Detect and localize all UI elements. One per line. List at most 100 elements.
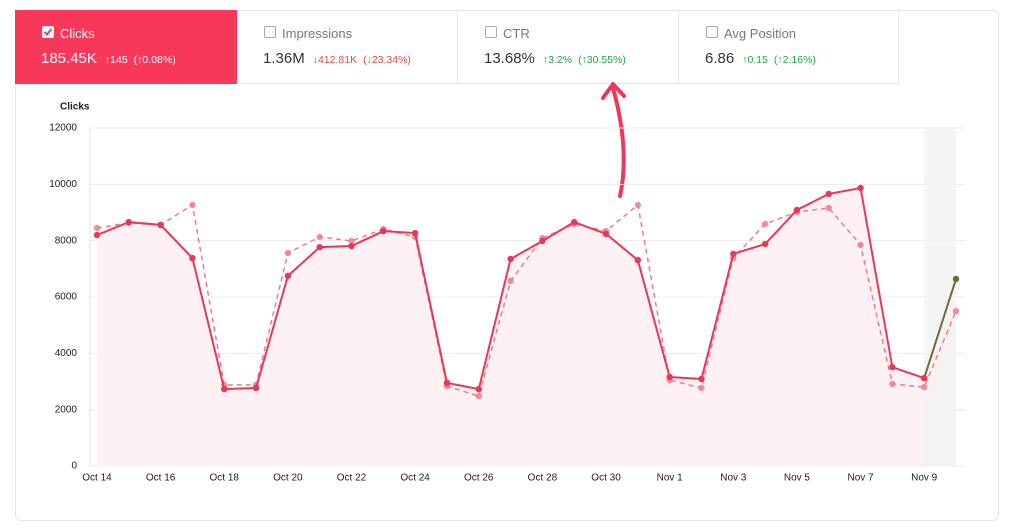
point: [284, 249, 292, 257]
metric-change: ↑145: [104, 54, 128, 66]
checkbox[interactable]: [485, 26, 497, 38]
metric-number: 185.45K: [41, 50, 97, 67]
point: [920, 374, 928, 382]
point: [825, 204, 832, 212]
point: [889, 380, 896, 388]
point: [571, 218, 578, 226]
point: [761, 220, 769, 228]
y-tick-label: 10000: [49, 179, 77, 190]
point: [761, 240, 769, 248]
point: [698, 384, 705, 392]
point: [125, 218, 133, 226]
point: [857, 184, 864, 192]
annotation-arrow: [611, 86, 626, 198]
x-tick-label: Oct 24: [400, 473, 430, 484]
y-tick-label: 12000: [49, 123, 77, 134]
metric-change: ↓412.81K: [312, 54, 358, 66]
point: [634, 201, 642, 209]
metric-number: 13.68%: [484, 50, 535, 67]
point: [252, 384, 260, 392]
metric-change: ↑3.2%: [542, 54, 573, 66]
y-tick-label: 4000: [55, 348, 78, 359]
metric-value: 185.45K ↑145 (↑0.08%): [41, 50, 176, 67]
metric-value: 6.86 ↑0.15 (↑2.16%): [705, 50, 816, 67]
x-tick-label: Oct 20: [273, 473, 303, 484]
metric-number: 6.86: [705, 50, 735, 67]
point: [348, 237, 355, 245]
point: [316, 243, 323, 251]
metric-label: Impressions: [282, 26, 353, 41]
metric-card[interactable]: Avg Position 6.86 ↑0.15 (↑2.16%): [679, 10, 899, 84]
point: [284, 272, 292, 280]
point: [602, 230, 610, 238]
metric-card[interactable]: Clicks 185.45K ↑145 (↑0.08%): [15, 10, 237, 84]
checkbox[interactable]: [706, 26, 718, 38]
point: [666, 373, 673, 381]
previous-line: [96, 203, 957, 398]
x-tick-label: Nov 3: [720, 473, 747, 484]
x-tick-label: Nov 5: [784, 473, 811, 484]
x-tick-label: Nov 9: [911, 473, 938, 484]
point: [507, 255, 514, 263]
y-axis-label: Clicks: [60, 102, 90, 113]
point: [889, 363, 896, 371]
x-tick-label: Oct 26: [464, 473, 494, 484]
metric-change-pct: (↑0.08%): [133, 54, 176, 66]
point: [475, 392, 482, 400]
x-tick-label: Oct 16: [146, 473, 176, 484]
point: [316, 233, 323, 241]
x-tick-label: Oct 18: [210, 473, 240, 484]
metric-card[interactable]: CTR 13.68% ↑3.2% (↑30.55%): [458, 10, 679, 84]
panel: [15, 10, 999, 521]
point: [698, 375, 705, 383]
y-tick-label: 6000: [55, 292, 78, 303]
y-tick-label: 8000: [55, 235, 78, 246]
point: [952, 275, 960, 283]
partial-segment: [923, 278, 957, 379]
y-tick-label: 0: [71, 461, 77, 472]
point: [443, 379, 451, 387]
point: [93, 224, 101, 232]
metric-label: CTR: [503, 26, 530, 41]
point: [634, 256, 642, 264]
metric-label: Clicks: [60, 26, 95, 41]
metric-card[interactable]: Impressions 1.36M ↓412.81K (↓23.34%): [237, 10, 458, 84]
point: [920, 383, 928, 391]
point: [793, 206, 801, 214]
x-tick-label: Nov 7: [847, 473, 874, 484]
x-tick-label: Nov 1: [657, 473, 684, 484]
x-tick-label: Oct 14: [82, 473, 112, 484]
x-tick-label: Oct 30: [591, 473, 621, 484]
point: [539, 237, 546, 245]
annotation-arrowhead: [601, 82, 626, 100]
point: [952, 307, 960, 315]
metric-value: 13.68% ↑3.2% (↑30.55%): [484, 50, 626, 67]
metric-change-pct: (↓23.34%): [363, 54, 411, 66]
checkbox[interactable]: [42, 26, 54, 38]
metric-number: 1.36M: [263, 50, 305, 67]
point: [857, 241, 864, 249]
metric-change: ↑0.15: [742, 54, 768, 66]
point: [507, 277, 514, 285]
y-tick-label: 2000: [55, 404, 78, 415]
point: [825, 190, 832, 198]
metric-change-pct: (↑30.55%): [578, 54, 626, 66]
point: [189, 201, 196, 209]
point: [730, 250, 737, 258]
point: [411, 229, 419, 237]
metric-label: Avg Position: [724, 26, 797, 41]
point: [348, 242, 355, 250]
point: [93, 231, 101, 239]
point: [475, 385, 482, 393]
metric-change-pct: (↑2.16%): [773, 54, 816, 66]
point: [189, 254, 196, 262]
area: [97, 187, 956, 466]
point: [221, 385, 228, 393]
x-tick-label: Oct 28: [528, 473, 558, 484]
point: [380, 227, 387, 235]
metric-value: 1.36M ↓412.81K (↓23.34%): [263, 50, 411, 67]
point: [157, 221, 164, 229]
checkbox[interactable]: [264, 26, 276, 38]
